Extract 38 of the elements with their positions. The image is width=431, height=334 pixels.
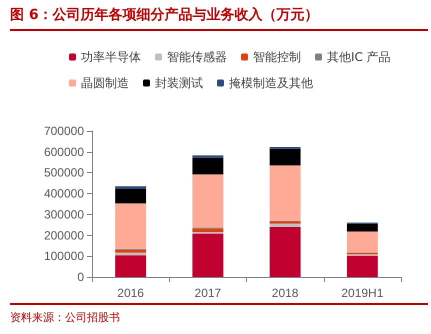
bar [270,224,301,227]
legend-label: 智能控制 [253,50,301,64]
bar [192,174,224,228]
y-tick-label: 100000 [44,249,84,264]
y-tick-label: 400000 [44,186,84,201]
bar [270,165,301,221]
bar [115,186,146,189]
legend-label: 掩模制造及其他 [229,76,313,90]
legend-label: 封装测试 [155,76,203,90]
y-tick-label: 300000 [44,207,84,222]
text: 资料来源：公司招股书 [10,303,428,325]
bar [346,224,378,232]
legend-label: 其他IC 产品 [327,50,391,64]
bar [115,188,146,204]
bar [346,256,378,277]
y-tick-label: 600000 [44,144,84,159]
bar [192,158,224,174]
bar [115,203,146,249]
legend-label: 功率半导体 [81,50,141,64]
bar [192,228,224,232]
legend-label: 晶圆制造 [81,76,129,90]
bar [346,232,378,253]
x-tick-label: 2017 [194,286,222,300]
y-tick-label: 700000 [44,124,84,138]
x-tick-label: 2016 [117,286,144,300]
y-tick-label: 500000 [44,166,84,180]
chart-title: 图 6：公司历年各项细分产品与业务收入（万元） [10,6,428,31]
x-tick-label: 2019H1 [341,286,384,300]
bar [270,148,301,166]
y-tick-label: 200000 [44,228,84,242]
y-tick-label: 0 [77,270,84,284]
bar [192,234,224,277]
bar [115,252,146,256]
bar [115,255,146,277]
x-tick-label: 2018 [272,286,299,300]
bar [115,250,146,253]
legend-label: 智能传感器 [167,50,227,64]
bar [270,226,301,277]
